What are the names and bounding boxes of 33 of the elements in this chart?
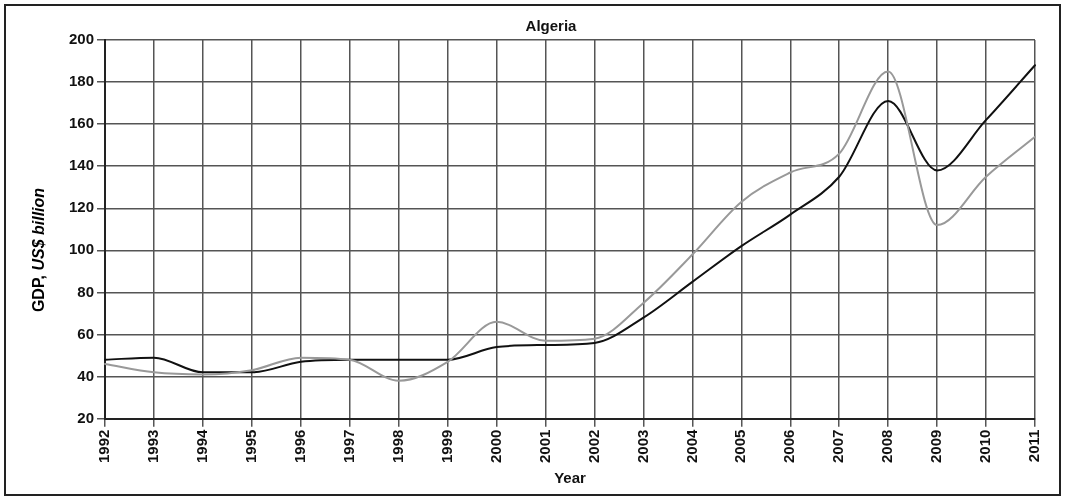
y-tick-label: 20 [77, 408, 95, 426]
y-tick-label: 60 [77, 324, 95, 342]
x-tick-label: 1995 [242, 429, 260, 464]
y-axis-title: GDP, US$ billion [30, 187, 48, 313]
x-tick-label: 1996 [290, 429, 308, 464]
x-tick-label: 2008 [878, 429, 896, 464]
y-tick-label: 160 [69, 114, 95, 132]
x-tick-label: 1992 [95, 429, 113, 464]
y-tick-label: 40 [77, 366, 95, 384]
x-tick-label: 2002 [584, 429, 602, 464]
x-tick-label: 2005 [731, 429, 749, 464]
x-tick-label: 2006 [780, 429, 798, 464]
x-tick-label: 2009 [927, 429, 945, 464]
x-tick-label: 2001 [535, 429, 553, 464]
y-tick-label: 80 [77, 282, 95, 300]
x-tick-label: 2007 [829, 429, 847, 464]
x-axis-title: Year [554, 469, 587, 487]
x-tick-label: 1997 [339, 429, 357, 464]
y-tick-label: 200 [69, 30, 95, 48]
y-tick-label: 140 [69, 156, 95, 174]
x-tick-label: 2010 [976, 429, 994, 464]
x-tick-label: 1994 [193, 428, 211, 464]
y-tick-label: 120 [69, 198, 95, 216]
y-tick-label: 180 [69, 72, 95, 90]
x-tick-label: 2003 [633, 429, 651, 464]
x-tick-label: 2004 [682, 428, 700, 464]
x-tick-label: 2011 [1025, 429, 1043, 463]
x-tick-label: 1998 [388, 429, 406, 464]
chart-title: Algeria [525, 17, 578, 35]
x-tick-label: 1993 [144, 429, 162, 464]
x-tick-label: 1999 [437, 429, 455, 464]
x-tick-label: 2000 [486, 429, 504, 464]
y-tick-label: 100 [69, 240, 95, 258]
